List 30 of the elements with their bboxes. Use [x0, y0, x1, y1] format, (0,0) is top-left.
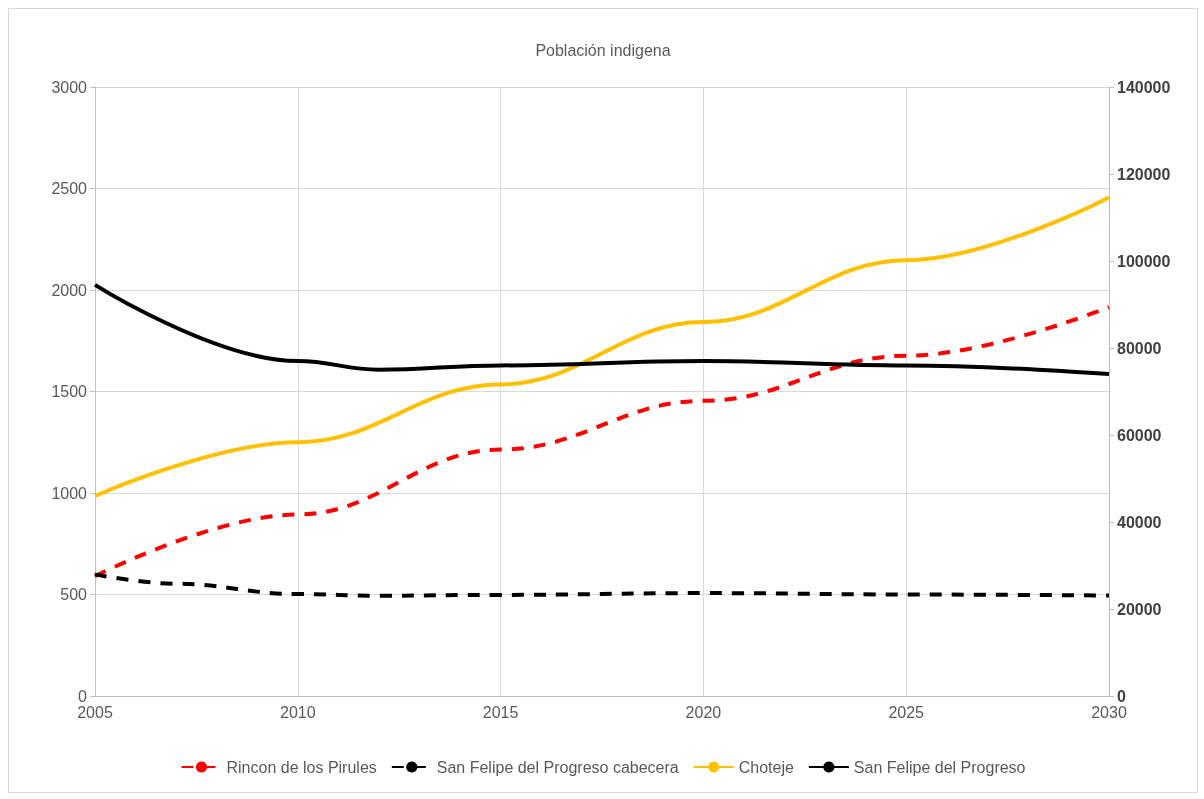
y-tick-label: 1500: [51, 383, 88, 400]
y2-tick-label: 140000: [1117, 78, 1171, 96]
y-tick-label: 2000: [51, 281, 88, 299]
y2-tick-label: 100000: [1117, 252, 1171, 270]
x-tick-label: 2020: [685, 703, 722, 721]
y-tick-label: 3000: [51, 78, 88, 96]
legend-label: Choteje: [738, 758, 794, 776]
y-tick-label: 2500: [51, 180, 88, 197]
legend-label: Rincon de los Pirules: [226, 758, 377, 776]
y2-tick-label: 80000: [1117, 339, 1162, 357]
chart-title: Población indigena: [535, 41, 671, 59]
line-series: [93, 195, 1111, 499]
x-tick-label: 2025: [888, 703, 925, 721]
y2-tick-label: 40000: [1117, 513, 1162, 531]
line-series: [93, 572, 1111, 598]
y2-tick-label: 120000: [1117, 165, 1171, 183]
legend-label: San Felipe del Progreso cabecera: [436, 758, 679, 776]
x-tick-label: 2005: [77, 703, 113, 721]
y-tick-label: 500: [60, 586, 88, 603]
x-tick-label: 2015: [482, 703, 519, 721]
x-tick-label: 2030: [1091, 703, 1127, 721]
y2-tick-label: 60000: [1117, 426, 1162, 444]
y-tick-label: 1000: [51, 484, 88, 502]
y2-tick-label: 0: [1117, 687, 1126, 705]
line-series: [93, 305, 1111, 579]
y2-tick-label: 20000: [1117, 600, 1162, 618]
legend-label: San Felipe del Progreso: [853, 758, 1026, 776]
x-tick-label: 2010: [280, 703, 316, 721]
y-tick-label: 0: [78, 687, 88, 705]
line-series: [93, 282, 1111, 377]
